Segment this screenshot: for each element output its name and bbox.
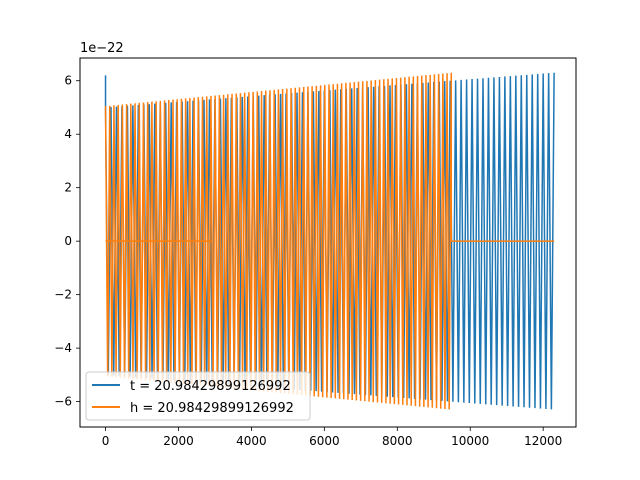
x-tick-label: 6000: [309, 434, 340, 448]
legend-label-t: t = 20.98429899126992: [130, 379, 291, 394]
legend-box: [85, 371, 311, 421]
x-tick-label: 2000: [163, 434, 194, 448]
x-tick-label: 10000: [451, 434, 489, 448]
y-tick-label: 6: [64, 74, 72, 88]
y-tick-label: 2: [64, 181, 72, 195]
y-tick-label: −6: [54, 395, 72, 409]
x-tick-label: 12000: [524, 434, 562, 448]
x-tick-label: 8000: [382, 434, 413, 448]
y-tick-label: −4: [54, 341, 72, 355]
y-tick-label: 0: [64, 234, 72, 248]
x-axis: 0 2000 4000 6000 8000 10000 12000: [102, 427, 562, 448]
y-scale-label: 1e−22: [80, 41, 124, 56]
legend: t = 20.98429899126992 h = 20.98429899126…: [85, 371, 311, 421]
y-tick-label: 4: [64, 127, 72, 141]
plot-frame: [79, 57, 577, 428]
y-tick-label: −2: [54, 288, 72, 302]
y-axis: −6 −4 −2 0 2 4 6: [54, 74, 80, 409]
x-tick-label: 0: [102, 434, 110, 448]
x-tick-label: 4000: [236, 434, 267, 448]
legend-label-h: h = 20.98429899126992: [130, 401, 294, 416]
